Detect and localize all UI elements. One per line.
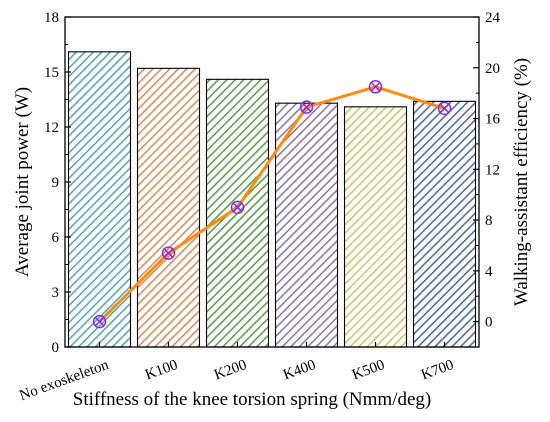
bar-1 xyxy=(136,67,201,348)
y2-tick-label-2: 8 xyxy=(485,213,493,229)
efficiency-marker-1 xyxy=(161,246,176,260)
x-tick-label-5: K700 xyxy=(419,357,456,383)
y-tick-label-0: 0 xyxy=(52,340,60,356)
y2-tick-label-4: 16 xyxy=(485,112,501,128)
y2-tick-label-6: 24 xyxy=(485,10,501,26)
efficiency-marker-4 xyxy=(368,80,383,94)
y-tick-label-5: 15 xyxy=(44,65,59,81)
y-tick-label-4: 12 xyxy=(44,120,59,136)
x-tick-label-4: K500 xyxy=(350,357,387,383)
bars-layer xyxy=(67,51,477,348)
y-tick-label-2: 6 xyxy=(52,230,60,246)
y-tick-label-1: 3 xyxy=(52,285,60,301)
line-layer xyxy=(92,80,452,329)
efficiency-marker-5 xyxy=(437,101,452,116)
y2-tick-label-1: 4 xyxy=(485,264,493,280)
y-axis-title: Average joint power (W) xyxy=(12,87,33,277)
y2-tick-label-3: 12 xyxy=(485,162,500,178)
x-tick-label-1: K100 xyxy=(143,357,180,383)
bar-5 xyxy=(412,100,477,348)
y2-tick-label-5: 20 xyxy=(485,61,500,77)
efficiency-line xyxy=(98,85,445,323)
efficiency-marker-3 xyxy=(299,100,314,114)
y-tick-label-3: 9 xyxy=(52,175,60,191)
bar-0 xyxy=(67,51,132,348)
x-axis-title: Stiffness of the knee torsion spring (Nm… xyxy=(73,389,432,410)
x-tick-label-3: K400 xyxy=(281,357,318,383)
y2-axis-title: Walking-assistant efficiency (%) xyxy=(511,58,532,306)
x-tick-label-2: K200 xyxy=(212,357,249,383)
efficiency-marker-2 xyxy=(230,200,245,215)
efficiency-marker-0 xyxy=(92,314,107,329)
y-tick-label-6: 18 xyxy=(44,10,59,26)
y2-tick-label-0: 0 xyxy=(485,315,493,331)
bar-4 xyxy=(343,106,408,348)
bar-3 xyxy=(274,102,339,348)
